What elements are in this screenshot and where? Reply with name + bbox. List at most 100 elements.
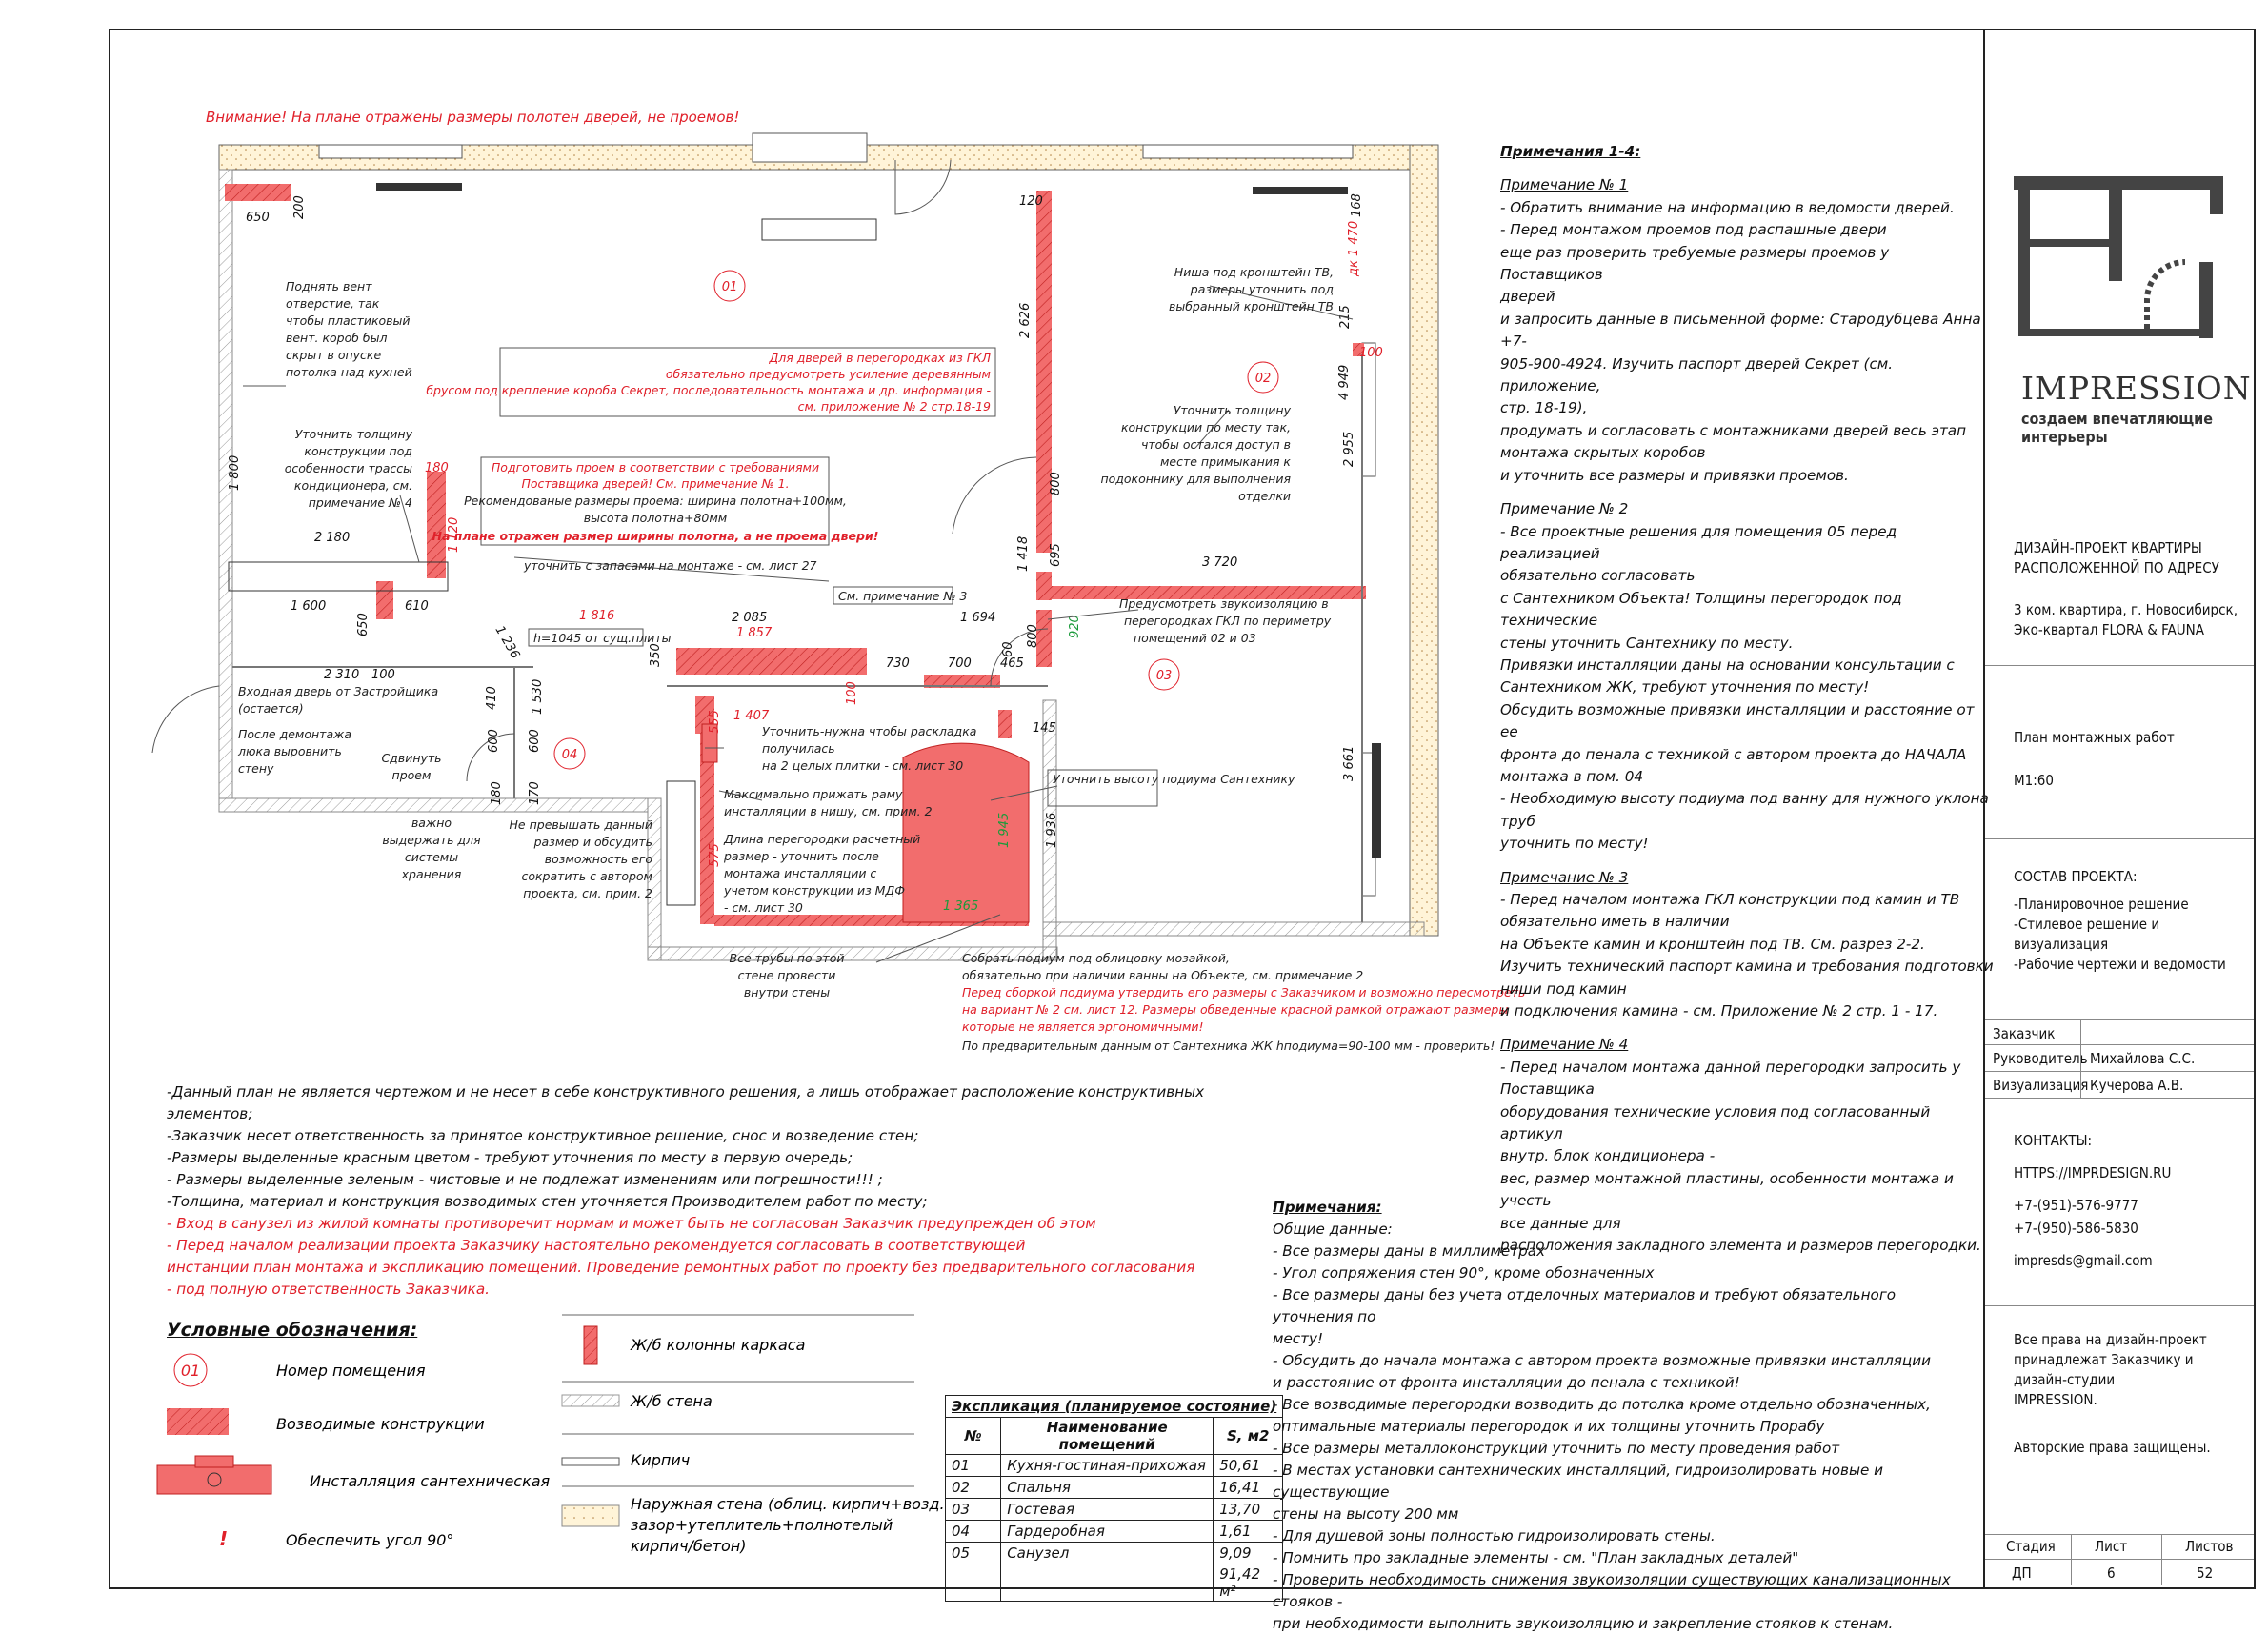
svg-text:Перед сборкой подиума утвердит: Перед сборкой подиума утвердить его разм… bbox=[962, 985, 1525, 999]
svg-text:Уточнить толщину: Уточнить толщину bbox=[1174, 403, 1292, 417]
svg-text:Для дверей в перегородках из Г: Для дверей в перегородках из ГКЛ bbox=[768, 351, 991, 365]
svg-text:Поднять вент: Поднять вент bbox=[286, 279, 372, 293]
svg-text:Длина перегородки расчетный: Длина перегородки расчетный bbox=[723, 832, 920, 846]
svg-text:По предварительным данным от С: По предварительным данным от Сантехника … bbox=[962, 1039, 1495, 1053]
legend-column-label: Ж/б колонны каркаса bbox=[630, 1336, 805, 1354]
svg-text:системы: системы bbox=[405, 850, 458, 864]
svg-text:02: 02 bbox=[1255, 372, 1272, 386]
note-size-limit: Не превышать данный размер и обсудить возм… bbox=[510, 818, 653, 900]
svg-text:180: 180 bbox=[490, 781, 504, 805]
table-row: 02 Спальня 16,41 bbox=[944, 1476, 1284, 1499]
note-podium: Собрать подиум под облицовку мозайкой, об… bbox=[962, 951, 1525, 1053]
svg-text:учетом конструкции из МДФ: учетом конструкции из МДФ bbox=[723, 883, 905, 898]
phone-1[interactable]: +7-(951)-576-9777 bbox=[2014, 1197, 2138, 1214]
lead-value: Михайлова С.С. bbox=[2090, 1050, 2196, 1067]
svg-text:1 120: 1 120 bbox=[447, 517, 461, 553]
svg-text:215: 215 bbox=[1338, 305, 1353, 329]
svg-text:800: 800 bbox=[1026, 624, 1040, 648]
legend-angle-label: Обеспечить угол 90° bbox=[286, 1531, 453, 1549]
svg-text:2 626: 2 626 bbox=[1018, 303, 1033, 338]
brand-slogan: создаем впечатляющие интерьеры bbox=[2021, 410, 2213, 446]
svg-text:После демонтажа: После демонтажа bbox=[238, 727, 351, 741]
svg-text:стене провести: стене провести bbox=[738, 968, 836, 982]
svg-text:410: 410 bbox=[485, 686, 499, 710]
legend-title: Условные обозначения: bbox=[167, 1320, 418, 1341]
phone-2[interactable]: +7-(950)-586-5830 bbox=[2014, 1220, 2138, 1237]
legend-install-label: Инсталляция сантехническая bbox=[310, 1472, 551, 1490]
svg-text:555: 555 bbox=[708, 710, 722, 734]
brand-name: IMPRESSION bbox=[2021, 370, 2252, 407]
note-max-frame: Максимально прижать раму инсталляции в ни… bbox=[724, 787, 933, 818]
legend-brick-swatch bbox=[561, 1457, 620, 1466]
sheets-value: 52 bbox=[2197, 1564, 2214, 1582]
svg-text:подоконнику для выполнения: подоконнику для выполнения bbox=[1100, 472, 1291, 486]
svg-text:помещений 02 и 03: помещений 02 и 03 bbox=[1134, 631, 1256, 645]
svg-text:размеры уточнить под: размеры уточнить под bbox=[1190, 282, 1334, 296]
svg-text:проем: проем bbox=[392, 768, 432, 782]
svg-text:3 661: 3 661 bbox=[1342, 746, 1356, 781]
svg-text:168: 168 bbox=[1350, 193, 1364, 217]
note3-body: - Перед началом монтажа ГКЛ конструкции … bbox=[1500, 891, 1994, 1020]
svg-text:2 955: 2 955 bbox=[1342, 432, 1356, 467]
svg-text:размер - уточнить после: размер - уточнить после bbox=[723, 849, 879, 863]
note1-title: Примечание № 1 bbox=[1500, 176, 1629, 194]
svg-text:465: 465 bbox=[1000, 656, 1024, 671]
svg-text:700: 700 bbox=[948, 656, 972, 671]
svg-text:1 236: 1 236 bbox=[492, 624, 523, 662]
svg-text:сократить с автором: сократить с автором bbox=[521, 869, 652, 883]
svg-text:1 936: 1 936 bbox=[1045, 813, 1059, 848]
svg-text:выбранный кронштейн ТВ: выбранный кронштейн ТВ bbox=[1169, 299, 1334, 313]
room-marker-02: 02 bbox=[1247, 361, 1279, 394]
svg-text:145: 145 bbox=[1033, 721, 1056, 736]
legend-rc-swatch bbox=[561, 1394, 620, 1407]
general-disclaimer: -Данный план не является чертежом и не н… bbox=[167, 1083, 1205, 1298]
legend-room-number-label: Номер помещения bbox=[276, 1362, 426, 1380]
svg-text:на 2 целых плитки - см. лист 3: на 2 целых плитки - см. лист 30 bbox=[762, 758, 963, 773]
note-h1045: h=1045 от сущ.плиты bbox=[528, 628, 672, 647]
note-opening: Подготовить проем в соответствии с требо… bbox=[432, 456, 878, 546]
svg-text:650: 650 bbox=[246, 211, 270, 225]
note-doors-gkl: Для дверей в перегородках из ГКЛ обязател… bbox=[426, 347, 996, 417]
svg-text:120: 120 bbox=[1019, 194, 1043, 209]
legend-install-swatch bbox=[156, 1455, 272, 1495]
note1-body: - Обратить внимание на информацию в ведо… bbox=[1500, 198, 1981, 484]
svg-text:обязательно предусмотреть усил: обязательно предусмотреть усиление дерев… bbox=[666, 367, 991, 381]
svg-text:Поставщика дверей! См. примеча: Поставщика дверей! См. примечание № 1. bbox=[521, 476, 789, 491]
explication-total: 91,42 м² bbox=[1213, 1564, 1284, 1602]
legend-erected-label: Возводимые конструкции bbox=[276, 1415, 485, 1433]
svg-text:отделки: отделки bbox=[1238, 489, 1291, 503]
svg-text:Сдвинуть: Сдвинуть bbox=[381, 751, 441, 765]
note-partition-len: Длина перегородки расчетный размер - уточ… bbox=[723, 832, 920, 915]
composition: СОСТАВ ПРОЕКТА: -Планировочное решение -С… bbox=[2014, 868, 2226, 973]
note-reserves: уточнить с запасами на монтаже - см. лис… bbox=[523, 558, 817, 573]
svg-text:60: 60 bbox=[1001, 641, 1015, 657]
svg-text:03: 03 bbox=[1156, 669, 1173, 683]
svg-text:(остается): (остается) bbox=[238, 701, 304, 716]
note-storage: важно выдержать для системы хранения bbox=[382, 816, 481, 881]
legend-rc-label: Ж/б стена bbox=[630, 1392, 713, 1410]
svg-text:100: 100 bbox=[1359, 346, 1383, 360]
svg-text:Уточнить толщину: Уточнить толщину bbox=[295, 427, 413, 441]
site-link[interactable]: HTTPS://IMPRDESIGN.RU bbox=[2014, 1164, 2172, 1181]
sheet-scale: М1:60 bbox=[2014, 772, 2054, 789]
explication-title: Экспликация (планируемое состояние) bbox=[944, 1395, 1284, 1418]
svg-text:хранения: хранения bbox=[401, 867, 462, 881]
svg-text:h=1045 от сущ.плиты: h=1045 от сущ.плиты bbox=[533, 631, 672, 645]
svg-text:примечание № 4: примечание № 4 bbox=[309, 495, 412, 510]
stage-label: Стадия bbox=[2006, 1538, 2056, 1555]
legend-outer-swatch bbox=[561, 1504, 620, 1527]
svg-text:монтажа инсталляции с: монтажа инсталляции с bbox=[724, 866, 876, 880]
viz-value: Кучерова А.В. bbox=[2090, 1077, 2184, 1094]
table-row: 04 Гардеробная 1,61 bbox=[944, 1520, 1284, 1543]
svg-text:1 800: 1 800 bbox=[228, 455, 242, 491]
notes-title: Примечания 1-4: bbox=[1500, 143, 1641, 160]
svg-text:См. примечание № 3: См. примечание № 3 bbox=[838, 589, 967, 603]
table-row: 05 Санузел 9,09 bbox=[944, 1542, 1284, 1564]
svg-text:выдержать для: выдержать для bbox=[382, 833, 481, 847]
svg-text:чтобы остался доступ в: чтобы остался доступ в bbox=[1141, 437, 1291, 452]
note2-title: Примечание № 2 bbox=[1500, 500, 1629, 518]
svg-text:получилась: получилась bbox=[762, 741, 835, 756]
svg-text:особенности трассы: особенности трассы bbox=[285, 461, 412, 475]
svg-text:170: 170 bbox=[528, 781, 542, 805]
email-link[interactable]: impresds@gmail.com bbox=[2014, 1252, 2153, 1269]
